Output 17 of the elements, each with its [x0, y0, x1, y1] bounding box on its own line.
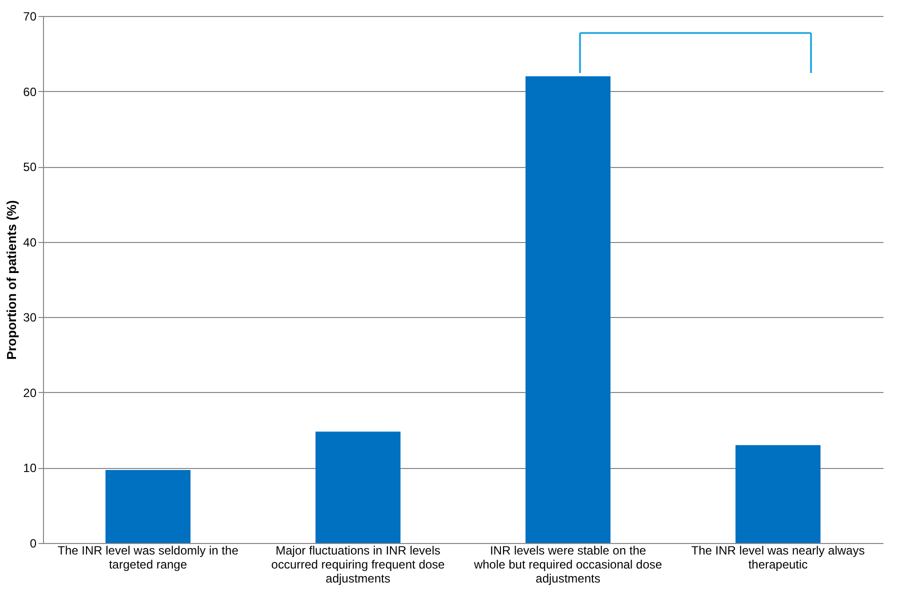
y-axis-title: Proportion of patients (%)	[4, 200, 20, 360]
y-tick-label: 40	[23, 235, 37, 250]
y-tick-label: 50	[23, 160, 37, 174]
y-tick-label: 10	[23, 461, 37, 476]
y-tick-label: 70	[23, 10, 37, 24]
x-tick-label: The INR level was nearly always therapeutic	[691, 544, 865, 572]
x-tick-label: The INR level was seldomly in the targeted range	[58, 544, 239, 572]
x-tick-label: Major fluctuations in INR levels occurred requiring frequent dose adjustments	[271, 544, 446, 586]
bar	[316, 432, 400, 543]
x-tick-label: INR levels were stable on the whole but required occasional dose adjustments	[472, 544, 662, 586]
y-tick-label: 30	[23, 310, 37, 325]
bar	[736, 445, 820, 543]
y-tick-label: 60	[23, 84, 37, 99]
y-tick-label: 0	[30, 536, 37, 550]
y-tick-label: 20	[23, 386, 37, 400]
bar	[106, 470, 190, 543]
bar	[526, 76, 610, 543]
